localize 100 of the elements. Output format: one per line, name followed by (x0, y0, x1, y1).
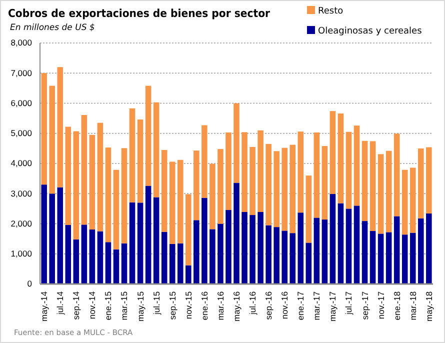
bar (346, 208, 352, 284)
x-tick-label: nov.-17 (376, 291, 386, 320)
bar (202, 125, 208, 198)
bar (226, 210, 232, 284)
bar (362, 140, 368, 222)
x-tick-label: may.-16 (231, 291, 242, 322)
bar (97, 122, 104, 232)
bar (346, 132, 352, 209)
x-tick-label: may.-15 (135, 291, 146, 322)
bar (330, 194, 336, 284)
y-tick-label: 1,000 (10, 248, 32, 259)
x-tick-label: jul.-17 (344, 291, 354, 316)
y-tick-label: 6,000 (10, 98, 32, 108)
bar (89, 134, 96, 230)
x-tick-label: may.-14 (39, 291, 50, 322)
bar (65, 224, 72, 284)
bar (194, 150, 200, 220)
x-tick-label: may.-17 (328, 291, 338, 322)
x-tick-label: mar.-17 (312, 291, 322, 320)
bar (129, 202, 136, 284)
bar (282, 148, 288, 231)
bar (169, 162, 176, 244)
bar (186, 194, 192, 266)
x-tick-label: may.-18 (424, 291, 434, 322)
bar (73, 131, 80, 240)
bar (121, 148, 128, 244)
x-tick-label: ene.-15 (103, 291, 114, 320)
bar (274, 151, 280, 228)
bar (145, 86, 152, 186)
bar (81, 224, 88, 284)
bar (65, 126, 72, 225)
bar (394, 134, 400, 216)
bar (418, 148, 424, 218)
bar (234, 182, 240, 284)
bar (402, 234, 408, 284)
bar (57, 187, 64, 284)
bar (41, 184, 47, 284)
x-tick-label: mar.-18 (408, 291, 418, 320)
bar (137, 120, 144, 203)
bar (258, 212, 264, 284)
y-tick-label: 7,000 (10, 68, 32, 78)
chart-subtitle: En millones de US $ (10, 23, 95, 33)
bar (250, 215, 256, 284)
bar (242, 132, 248, 212)
bar (186, 265, 192, 284)
bar (97, 231, 104, 284)
y-tick-label: 3,000 (10, 188, 32, 198)
bar (57, 67, 64, 188)
bar (378, 234, 384, 284)
bar (250, 146, 256, 216)
bar (386, 232, 392, 284)
bar (362, 221, 368, 284)
bar (266, 225, 272, 284)
y-tick-label: 0 (27, 278, 32, 289)
x-tick-label: nov.-16 (280, 291, 290, 320)
bar (338, 113, 344, 204)
bar (234, 103, 240, 183)
y-tick-label: 8,000 (10, 38, 32, 48)
x-tick-label: mar.-15 (119, 291, 130, 320)
bar (290, 144, 296, 234)
bar (153, 102, 160, 198)
bar (169, 244, 176, 284)
bar (402, 170, 408, 235)
bar (89, 229, 96, 284)
bar (306, 176, 312, 243)
bar (386, 150, 392, 232)
bar (49, 86, 55, 194)
bar (258, 130, 264, 212)
bar (354, 126, 360, 206)
bar (338, 203, 344, 284)
bar (226, 132, 232, 210)
x-tick-label: jul.-16 (248, 291, 258, 316)
bar (410, 168, 416, 233)
bar (298, 212, 304, 284)
bar (105, 148, 112, 242)
bar (426, 147, 432, 214)
bar (145, 186, 152, 284)
bar (121, 243, 128, 284)
bar (161, 232, 168, 284)
bar (73, 239, 80, 284)
bar (129, 108, 136, 202)
bar (210, 229, 216, 284)
bar (394, 216, 400, 284)
x-tick-label: ene.-17 (296, 291, 306, 320)
bar (418, 218, 424, 284)
bar (177, 243, 184, 284)
y-tick-label: 2,000 (10, 218, 32, 228)
bar (113, 170, 120, 250)
bar (322, 220, 328, 284)
bar (354, 206, 360, 284)
legend-label: Resto (318, 6, 344, 16)
bar (314, 132, 320, 218)
y-tick-label: 4,000 (10, 158, 32, 168)
bar (290, 233, 296, 284)
x-tick-label: jul.-14 (55, 291, 66, 316)
bar (49, 194, 55, 284)
bar (426, 214, 432, 284)
bar (274, 227, 280, 284)
bar (378, 154, 384, 234)
bar (266, 144, 272, 226)
